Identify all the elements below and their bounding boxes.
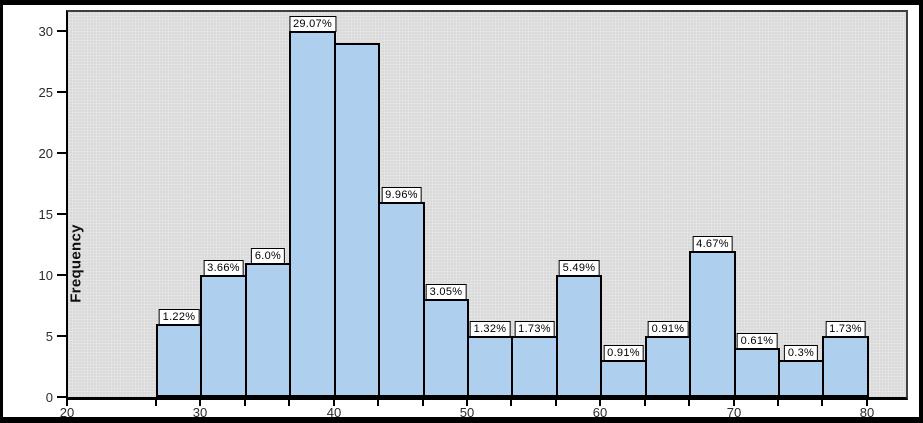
bar-value-label: 1.73% <box>514 321 555 337</box>
histogram-bar <box>156 324 202 397</box>
histogram-bar <box>245 263 291 397</box>
x-tick-label: 60 <box>592 405 608 420</box>
x-tick-mark <box>466 400 468 406</box>
bar-value-label: 1.22% <box>158 309 200 325</box>
y-tick-label: 20 <box>38 146 53 161</box>
bar-value-label: 3.66% <box>203 260 244 276</box>
y-tick-label: 15 <box>38 207 53 222</box>
bar-value-label: 6.0% <box>250 248 286 264</box>
y-tick-mark <box>57 335 66 337</box>
histogram-bar <box>556 275 602 397</box>
histogram-bar <box>778 360 824 397</box>
histogram-bar <box>734 348 780 397</box>
bar-value-label: 1.32% <box>469 321 511 337</box>
y-tick-label: 10 <box>38 268 53 283</box>
plot-area: Frequency 1.22% 3.66% 6.0% 29.07% 9.96% 3.05%… <box>66 10 908 400</box>
x-tick-mark <box>422 400 424 406</box>
x-tick-mark <box>244 400 246 406</box>
x-tick-label: 40 <box>326 405 342 420</box>
bar-value-label: 5.49% <box>558 260 600 276</box>
x-tick-label: 30 <box>192 405 208 420</box>
y-tick-label: 5 <box>45 329 53 344</box>
x-tick-mark <box>821 400 823 406</box>
x-tick-mark <box>377 400 379 406</box>
x-tick-mark <box>866 400 868 406</box>
x-tick-mark <box>288 400 290 406</box>
x-tick-label: 20 <box>59 405 75 420</box>
bar-value-label: 0.61% <box>736 333 778 349</box>
bars-layer: 1.22% 3.66% 6.0% 29.07% 9.96% 3.05% 1.32% 1.73%… <box>68 12 906 397</box>
bar-value-label: 0.91% <box>647 321 689 337</box>
x-tick-mark <box>199 400 201 406</box>
histogram-bar <box>511 336 558 397</box>
y-tick-label: 0 <box>45 390 53 405</box>
x-tick-mark <box>733 400 735 406</box>
y-tick-mark <box>57 274 66 276</box>
y-tick-mark <box>57 91 66 93</box>
histogram-bar <box>200 275 247 397</box>
y-tick-mark <box>57 213 66 215</box>
bar-value-label: 9.96% <box>381 187 422 203</box>
x-tick-mark <box>599 400 601 406</box>
histogram-bar <box>423 299 469 397</box>
y-tick-label: 25 <box>38 85 53 100</box>
histogram-bar <box>689 251 736 397</box>
bar-value-label: 4.67% <box>692 236 733 252</box>
y-tick-mark <box>57 30 66 32</box>
histogram-bar <box>822 336 869 397</box>
x-tick-label: 70 <box>726 405 742 420</box>
x-tick-mark <box>555 400 557 406</box>
y-tick-mark <box>57 396 66 398</box>
bar-value-label: 3.05% <box>425 284 467 300</box>
histogram-bar <box>600 360 647 397</box>
x-tick-mark <box>777 400 779 406</box>
y-tick-label: 30 <box>38 24 53 39</box>
x-tick-mark <box>644 400 646 406</box>
histogram-bar <box>378 202 425 397</box>
x-tick-label: 80 <box>859 405 875 420</box>
x-tick-mark <box>155 400 157 406</box>
x-tick-mark <box>66 400 68 406</box>
bar-value-label: 0.91% <box>603 345 644 361</box>
histogram-bar <box>334 43 380 397</box>
bar-value-label: 1.73% <box>825 321 866 337</box>
bar-value-label: 29.07% <box>288 16 337 32</box>
x-tick-mark <box>333 400 335 406</box>
x-tick-label: 50 <box>459 405 475 420</box>
x-tick-mark <box>688 400 690 406</box>
histogram-bar <box>289 31 336 397</box>
bar-value-label: 0.3% <box>783 345 819 361</box>
histogram-bar <box>645 336 691 397</box>
y-tick-mark <box>57 152 66 154</box>
histogram-bar <box>467 336 513 397</box>
x-tick-mark <box>510 400 512 406</box>
